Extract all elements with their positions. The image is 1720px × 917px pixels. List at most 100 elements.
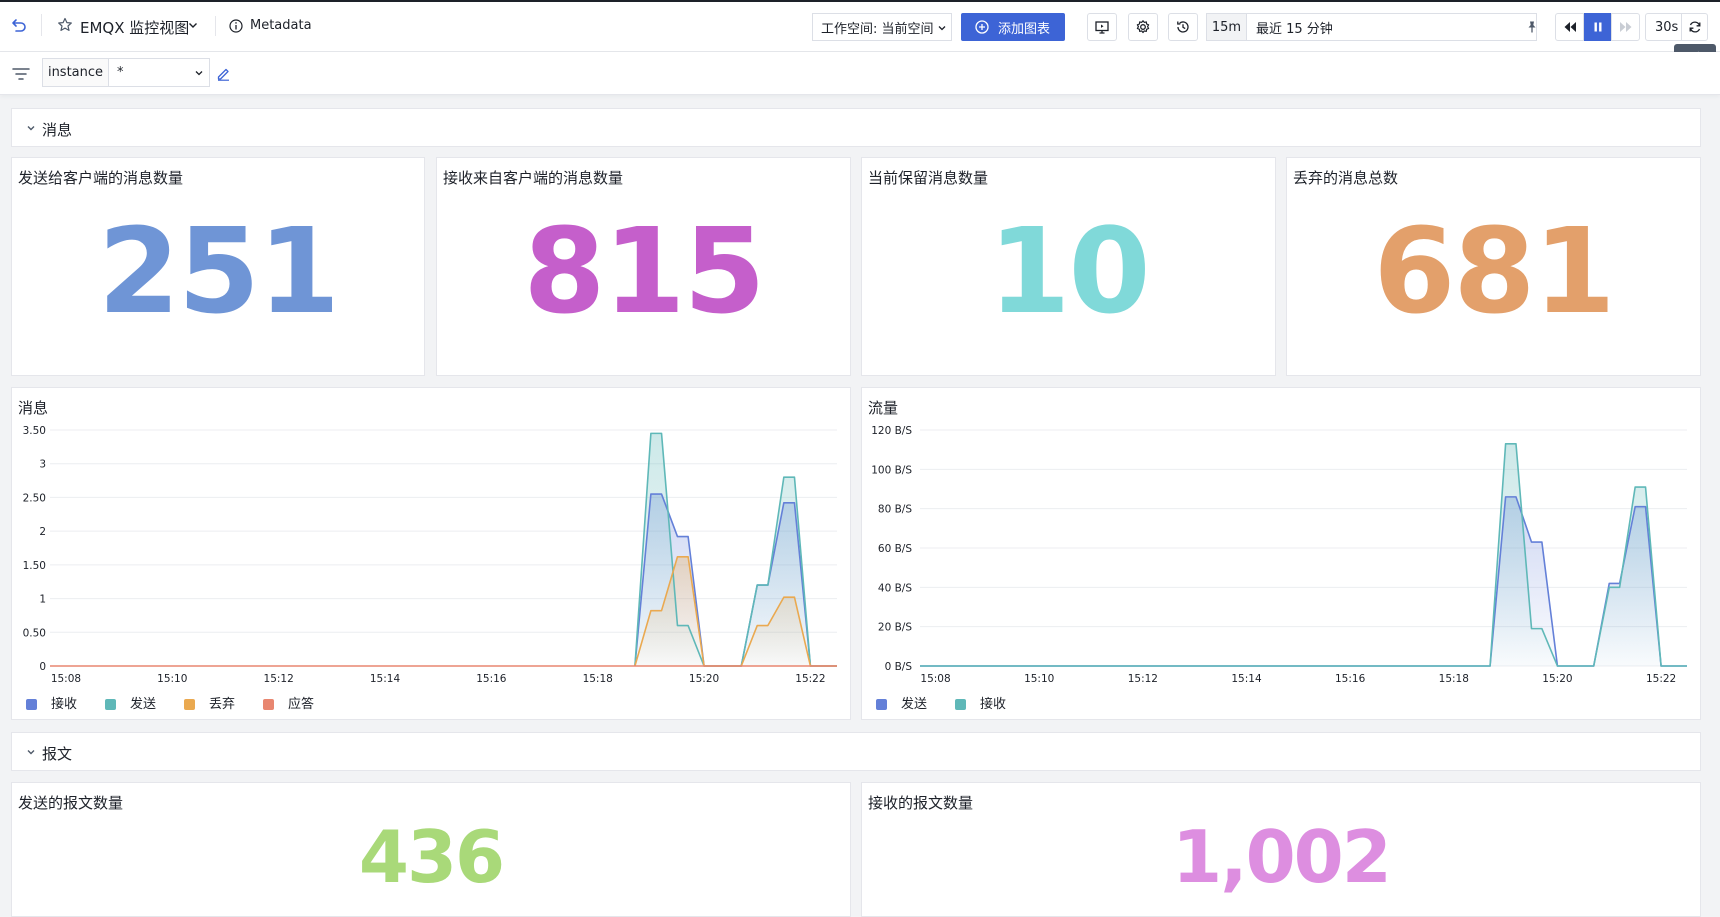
legend-swatch <box>105 699 116 710</box>
time-range-picker[interactable]: 15m 最近 15 分钟 <box>1206 13 1537 41</box>
y-tick-label: 100 B/S <box>871 464 912 476</box>
legend-label[interactable]: 接收 <box>980 696 1006 712</box>
legend-swatch <box>184 699 195 710</box>
x-tick-label: 15:16 <box>1335 673 1366 685</box>
edit-pencil-icon[interactable] <box>214 64 232 82</box>
stat-value: 10 <box>988 202 1150 340</box>
panel-title: 当前保留消息数量 <box>868 169 989 187</box>
plus-circle-icon <box>975 20 989 34</box>
x-tick-label: 15:12 <box>1128 673 1158 685</box>
settings-gear-icon[interactable] <box>1128 13 1158 41</box>
y-tick-label: 0.50 <box>23 627 46 639</box>
x-tick-label: 15:08 <box>920 673 950 685</box>
series-area <box>634 556 837 666</box>
legend-swatch <box>876 699 887 710</box>
y-tick-label: 60 B/S <box>878 543 912 555</box>
y-tick-label: 1.50 <box>23 560 46 572</box>
legend-label[interactable]: 应答 <box>288 696 314 712</box>
divider <box>215 16 216 36</box>
dashboard-title[interactable]: EMQX 监控视图 <box>80 19 190 37</box>
top-toolbar: EMQX 监控视图 Metadata 工作空间: 当前空间 添加图表 15m 最… <box>0 0 1720 52</box>
stat-panel: 接收的报文数量 1,002 <box>861 782 1701 917</box>
pause-icon[interactable] <box>1584 13 1611 41</box>
x-tick-label: 15:20 <box>1542 673 1572 685</box>
series-area <box>920 496 1687 666</box>
instance-select[interactable]: * <box>108 58 210 87</box>
stat-panel: 发送给客户端的消息数量 251 <box>11 157 425 376</box>
chevron-down-icon <box>195 71 203 76</box>
chart-panel-messages: 消息 0 0.50 1 1.50 2 2.50 3 3.50 15:08 15:10 15:12 15… <box>11 387 851 720</box>
y-tick-label: 120 B/S <box>871 425 912 437</box>
series-line[interactable] <box>920 442 1687 667</box>
back-icon[interactable] <box>8 14 30 36</box>
x-tick-label: 15:20 <box>689 673 719 685</box>
x-tick-label: 15:18 <box>583 673 613 685</box>
variable-filter-bar: instance * <box>0 52 1720 95</box>
chevron-down-icon <box>27 750 35 755</box>
stat-panel: 发送的报文数量 436 <box>11 782 851 917</box>
chart-panel-traffic: 流量 0 B/S 20 B/S 40 B/S 60 B/S 80 B/S 100 B/S 1… <box>861 387 1701 720</box>
stat-panel: 当前保留消息数量 10 <box>861 157 1276 376</box>
y-tick-label: 3 <box>39 459 46 471</box>
x-tick-label: 15:14 <box>370 673 401 685</box>
legend-label[interactable]: 丢弃 <box>209 697 235 712</box>
refresh-control[interactable]: 30s <box>1645 13 1708 41</box>
section-header-messages[interactable]: 消息 <box>11 108 1701 147</box>
stat-value: 815 <box>523 202 765 340</box>
y-tick-label: 80 B/S <box>878 504 912 516</box>
legend-label[interactable]: 接收 <box>51 696 77 712</box>
refresh-icon[interactable] <box>1688 20 1702 34</box>
time-range-short: 15m <box>1207 14 1247 40</box>
y-tick-label: 0 <box>39 661 46 673</box>
add-chart-button[interactable]: 添加图表 <box>961 13 1065 41</box>
y-tick-label: 2.50 <box>23 492 46 504</box>
x-tick-label: 15:08 <box>51 673 81 685</box>
y-tick-label: 2 <box>39 526 46 538</box>
metadata-link[interactable]: Metadata <box>250 18 312 33</box>
panel-title: 发送给客户端的消息数量 <box>18 169 184 187</box>
stat-value: 436 <box>358 815 505 899</box>
legend-label[interactable]: 发送 <box>130 696 156 712</box>
section-header-packets[interactable]: 报文 <box>11 732 1701 771</box>
section-title: 消息 <box>42 121 73 139</box>
chevron-down-icon[interactable] <box>186 18 200 32</box>
x-tick-label: 15:10 <box>157 673 187 685</box>
series-area <box>920 443 1687 666</box>
refresh-interval[interactable]: 30s <box>1655 19 1679 35</box>
stat-value: 681 <box>1373 202 1615 340</box>
pin-icon[interactable] <box>1525 20 1539 34</box>
panel-title: 丢弃的消息总数 <box>1293 169 1399 187</box>
traffic-chart[interactable]: 0 B/S 20 B/S 40 B/S 60 B/S 80 B/S 100 B/S 120 … <box>862 388 1702 721</box>
time-range-label: 最近 15 分钟 <box>1256 21 1333 37</box>
stat-value: 251 <box>97 202 340 340</box>
history-icon[interactable] <box>1168 13 1198 41</box>
legend-swatch <box>26 699 37 710</box>
messages-chart[interactable]: 0 0.50 1 1.50 2 2.50 3 3.50 15:08 15:10 15:12 15:14… <box>12 388 852 721</box>
presentation-mode-icon[interactable] <box>1087 13 1117 41</box>
y-tick-label: 0 B/S <box>885 661 913 673</box>
x-tick-label: 15:10 <box>1024 673 1054 685</box>
stat-value: 1,002 <box>1172 815 1392 899</box>
filter-icon[interactable] <box>11 64 31 84</box>
y-tick-label: 20 B/S <box>878 622 912 634</box>
x-tick-label: 15:22 <box>795 673 825 685</box>
x-tick-label: 15:14 <box>1231 673 1262 685</box>
panel-title: 发送的报文数量 <box>18 794 124 812</box>
chevron-down-icon <box>27 126 35 131</box>
panel-title: 接收的报文数量 <box>868 794 974 812</box>
divider <box>41 14 42 36</box>
info-icon <box>228 18 244 34</box>
legend-swatch <box>955 699 966 710</box>
variable-name-label: instance <box>42 58 109 87</box>
star-icon[interactable] <box>56 16 74 34</box>
y-tick-label: 40 B/S <box>878 582 912 594</box>
step-back-icon[interactable] <box>1555 13 1584 41</box>
series-line[interactable] <box>920 496 1687 667</box>
legend-label[interactable]: 发送 <box>901 696 927 712</box>
add-chart-label: 添加图表 <box>998 21 1051 37</box>
legend-swatch <box>263 699 274 710</box>
chevron-down-icon <box>938 26 946 31</box>
step-forward-icon[interactable] <box>1611 13 1640 41</box>
panel-title: 流量 <box>868 399 899 417</box>
workspace-select[interactable]: 工作空间: 当前空间 <box>812 13 952 41</box>
